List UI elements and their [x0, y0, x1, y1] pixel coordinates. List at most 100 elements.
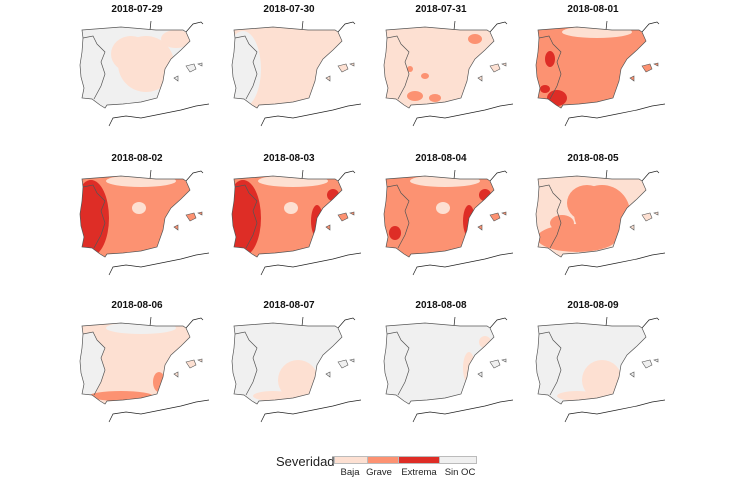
severity-patch — [463, 205, 475, 237]
island-menorca — [653, 358, 659, 363]
panel-date-title: 2018-08-02 — [111, 153, 163, 164]
severity-patch — [582, 360, 622, 400]
coastline-africa — [260, 399, 362, 423]
panel-date-title: 2018-08-08 — [415, 300, 467, 311]
severity-patches — [80, 323, 176, 401]
island-mallorca — [337, 359, 349, 369]
coastline-africa — [564, 252, 666, 276]
map-panel: 2018-08-09 — [517, 300, 669, 440]
iberia-map — [383, 316, 514, 423]
severity-patch — [540, 85, 550, 93]
island-ibiza — [173, 371, 179, 378]
iberia-map — [231, 316, 362, 423]
legend-label-sin-oc: Sin OC — [444, 467, 476, 477]
portugal-border — [82, 35, 106, 100]
iberia-map — [383, 20, 514, 127]
severity-patch — [106, 176, 176, 187]
island-ibiza — [173, 224, 179, 231]
legend-label-baja: Baja — [340, 467, 360, 477]
severity-patch — [89, 391, 153, 401]
map-panel: 2018-08-01 — [517, 4, 669, 144]
panel-date-title: 2018-07-30 — [263, 4, 315, 15]
island-ibiza — [477, 75, 483, 82]
legend-swatch-baja — [334, 456, 368, 464]
coastline-france — [149, 20, 204, 33]
panel-date-title: 2018-08-03 — [263, 153, 315, 164]
severity-patch — [463, 352, 475, 384]
island-mallorca — [337, 212, 349, 222]
coastline-france — [149, 169, 204, 182]
map-panel: 2018-07-31 — [365, 4, 517, 144]
severity-patch — [545, 51, 555, 67]
coastline-france — [453, 316, 508, 329]
island-ibiza — [325, 371, 331, 378]
island-ibiza — [629, 75, 635, 82]
coastline-france — [605, 169, 660, 182]
legend-swatch-sin-oc — [439, 456, 477, 464]
severity-patch — [567, 185, 607, 221]
severity-patch — [258, 176, 328, 187]
severity-patch — [161, 30, 190, 48]
panel-date-title: 2018-08-07 — [263, 300, 315, 311]
island-menorca — [501, 211, 507, 216]
severity-patch — [232, 36, 257, 99]
peninsula-outline — [231, 322, 343, 405]
coastline-france — [453, 20, 508, 33]
map-panel: 2018-07-29 — [61, 4, 213, 144]
region-fill-base — [80, 176, 190, 257]
portugal-border — [386, 184, 410, 249]
region-fill-base — [232, 176, 342, 257]
island-mallorca — [185, 63, 197, 73]
map-panel: 2018-08-04 — [365, 153, 517, 293]
island-mallorca — [337, 63, 349, 73]
peninsula-outline — [231, 26, 343, 109]
coastline-france — [301, 169, 356, 182]
panel-date-title: 2018-07-31 — [415, 4, 467, 15]
peninsula-outline — [535, 322, 647, 405]
severity-patches — [111, 30, 190, 92]
portugal-border — [538, 35, 562, 100]
map-panel: 2018-08-08 — [365, 300, 517, 440]
island-mallorca — [489, 359, 501, 369]
coastline-france — [301, 316, 356, 329]
iberia-map — [79, 316, 210, 423]
island-menorca — [653, 211, 659, 216]
map-panel: 2018-08-05 — [517, 153, 669, 293]
coastline-france — [605, 20, 660, 33]
peninsula-outline — [79, 26, 191, 109]
portugal-border — [538, 184, 562, 249]
map-panel: 2018-08-07 — [213, 300, 365, 440]
iberia-map — [231, 20, 362, 127]
island-menorca — [349, 358, 355, 363]
portugal-border — [386, 35, 410, 100]
panel-date-title: 2018-08-06 — [111, 300, 163, 311]
coastline-france — [301, 20, 356, 33]
island-ibiza — [477, 371, 483, 378]
panel-date-title: 2018-08-05 — [567, 153, 619, 164]
portugal-border — [234, 35, 258, 100]
island-mallorca — [489, 63, 501, 73]
severity-patch — [80, 185, 105, 248]
island-menorca — [197, 358, 203, 363]
severity-patch — [468, 34, 482, 44]
region-fill-base — [232, 27, 342, 108]
island-menorca — [501, 62, 507, 67]
region-fill-base — [384, 176, 494, 257]
peninsula-outline — [231, 175, 343, 258]
coastline-france — [605, 316, 660, 329]
severity-patch — [421, 73, 429, 79]
severity-patch — [410, 176, 480, 187]
coastline-africa — [260, 252, 362, 276]
severity-patch — [132, 202, 146, 214]
severity-patch — [80, 332, 105, 395]
map-panel: 2018-08-03 — [213, 153, 365, 293]
severity-patch — [106, 323, 176, 334]
panel-date-title: 2018-08-04 — [415, 153, 467, 164]
island-mallorca — [185, 359, 197, 369]
island-mallorca — [489, 212, 501, 222]
portugal-border — [538, 331, 562, 396]
iberia-map — [535, 20, 666, 127]
peninsula-outline — [535, 175, 647, 258]
legend-label-grave: Grave — [366, 467, 392, 477]
peninsula-outline — [79, 175, 191, 258]
